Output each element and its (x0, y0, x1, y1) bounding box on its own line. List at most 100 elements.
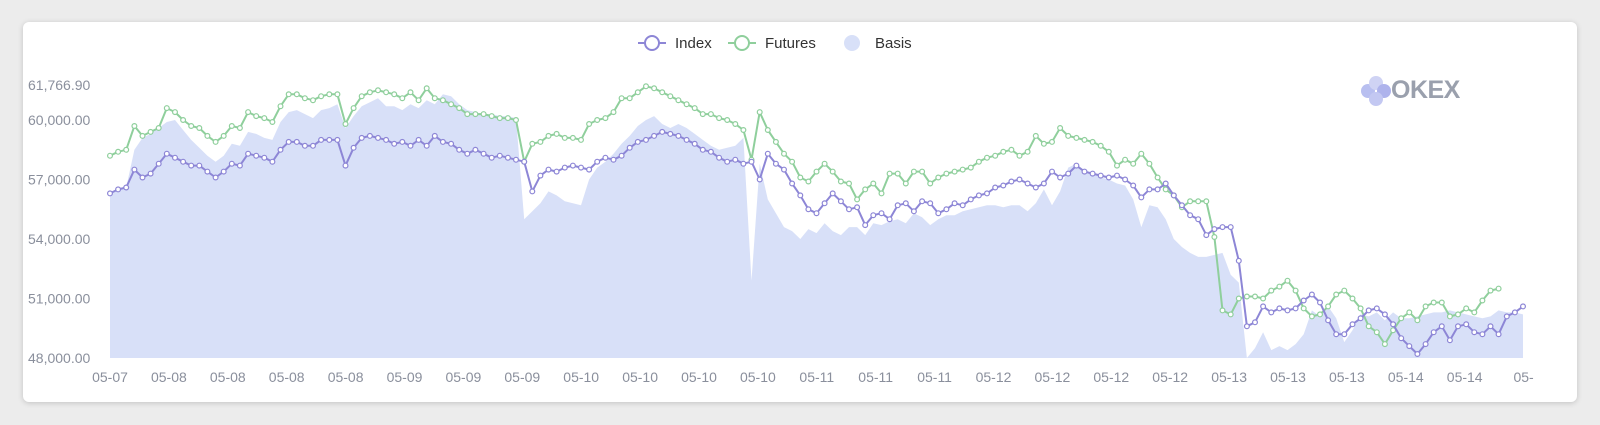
index-point[interactable] (959, 202, 966, 209)
futures-point[interactable] (951, 168, 958, 175)
futures-point[interactable] (496, 115, 503, 122)
index-point[interactable] (1422, 341, 1429, 348)
futures-point[interactable] (464, 111, 471, 118)
futures-point[interactable] (1333, 291, 1340, 298)
index-point[interactable] (1081, 168, 1088, 175)
index-point[interactable] (521, 158, 528, 165)
index-point[interactable] (1211, 226, 1218, 233)
futures-point[interactable] (228, 122, 235, 129)
futures-point[interactable] (983, 154, 990, 161)
futures-point[interactable] (772, 138, 779, 145)
index-point[interactable] (675, 132, 682, 139)
futures-point[interactable] (301, 95, 308, 102)
index-point[interactable] (651, 132, 658, 139)
index-point[interactable] (1154, 186, 1161, 193)
index-point[interactable] (415, 136, 422, 143)
futures-point[interactable] (935, 174, 942, 181)
futures-point[interactable] (1235, 295, 1242, 302)
index-point[interactable] (326, 136, 333, 143)
futures-point[interactable] (1219, 307, 1226, 314)
index-point[interactable] (586, 166, 593, 173)
index-point[interactable] (561, 164, 568, 171)
index-point[interactable] (383, 136, 390, 143)
futures-point[interactable] (561, 134, 568, 141)
futures-point[interactable] (106, 152, 113, 159)
index-point[interactable] (1268, 309, 1275, 316)
futures-point[interactable] (350, 105, 357, 112)
futures-point[interactable] (456, 105, 463, 112)
futures-point[interactable] (1454, 311, 1461, 318)
futures-point[interactable] (1065, 132, 1072, 139)
futures-point[interactable] (1187, 198, 1194, 205)
futures-point[interactable] (1105, 148, 1112, 155)
futures-point[interactable] (504, 115, 511, 122)
index-point[interactable] (1284, 307, 1291, 314)
index-point[interactable] (1463, 321, 1470, 328)
futures-point[interactable] (732, 120, 739, 127)
index-point[interactable] (764, 150, 771, 157)
futures-point[interactable] (488, 113, 495, 120)
futures-point[interactable] (716, 115, 723, 122)
index-point[interactable] (358, 134, 365, 141)
index-point[interactable] (1260, 303, 1267, 310)
index-point[interactable] (480, 150, 487, 157)
futures-point[interactable] (1130, 160, 1137, 167)
futures-point[interactable] (1487, 287, 1494, 294)
index-point[interactable] (1333, 331, 1340, 338)
futures-point[interactable] (1381, 341, 1388, 348)
index-point[interactable] (1000, 182, 1007, 189)
index-point[interactable] (1235, 257, 1242, 264)
futures-point[interactable] (675, 97, 682, 104)
futures-point[interactable] (797, 174, 804, 181)
futures-point[interactable] (1341, 287, 1348, 294)
futures-point[interactable] (862, 186, 869, 193)
index-point[interactable] (797, 192, 804, 199)
futures-point[interactable] (1073, 134, 1080, 141)
index-point[interactable] (837, 198, 844, 205)
index-point[interactable] (456, 146, 463, 153)
index-point[interactable] (748, 158, 755, 165)
index-point[interactable] (553, 168, 560, 175)
index-point[interactable] (1203, 232, 1210, 239)
futures-point[interactable] (431, 95, 438, 102)
index-point[interactable] (375, 134, 382, 141)
index-point[interactable] (464, 150, 471, 157)
index-point[interactable] (789, 180, 796, 187)
index-point[interactable] (829, 190, 836, 197)
index-point[interactable] (1032, 184, 1039, 191)
index-point[interactable] (659, 128, 666, 135)
futures-point[interactable] (1438, 299, 1445, 306)
futures-point[interactable] (618, 95, 625, 102)
index-point[interactable] (854, 204, 861, 211)
futures-point[interactable] (285, 91, 292, 98)
futures-point[interactable] (1203, 198, 1210, 205)
futures-point[interactable] (1446, 313, 1453, 320)
futures-point[interactable] (358, 93, 365, 100)
futures-point[interactable] (854, 196, 861, 203)
index-point[interactable] (569, 162, 576, 169)
index-point[interactable] (577, 164, 584, 171)
futures-point[interactable] (577, 136, 584, 143)
futures-point[interactable] (245, 109, 252, 116)
index-point[interactable] (1414, 351, 1421, 358)
futures-point[interactable] (992, 152, 999, 159)
futures-point[interactable] (886, 170, 893, 177)
futures-point[interactable] (399, 95, 406, 102)
index-point[interactable] (1292, 305, 1299, 312)
index-point[interactable] (196, 162, 203, 169)
futures-point[interactable] (1495, 285, 1502, 292)
index-point[interactable] (236, 162, 243, 169)
index-point[interactable] (602, 154, 609, 161)
futures-point[interactable] (1479, 297, 1486, 304)
index-point[interactable] (529, 188, 536, 195)
index-point[interactable] (878, 210, 885, 217)
futures-point[interactable] (927, 180, 934, 187)
index-point[interactable] (821, 200, 828, 207)
futures-point[interactable] (813, 168, 820, 175)
futures-point[interactable] (594, 116, 601, 123)
index-point[interactable] (212, 174, 219, 181)
index-point[interactable] (220, 168, 227, 175)
futures-point[interactable] (1276, 283, 1283, 290)
index-point[interactable] (180, 158, 187, 165)
index-point[interactable] (537, 172, 544, 179)
